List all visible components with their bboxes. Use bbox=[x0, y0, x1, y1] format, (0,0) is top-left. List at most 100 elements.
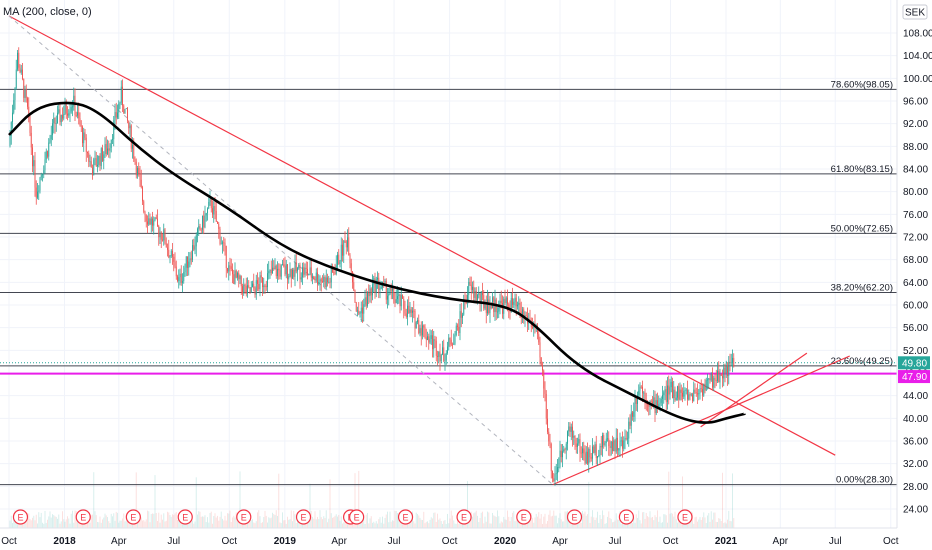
volume-bar bbox=[144, 521, 146, 528]
volume-bar bbox=[678, 517, 680, 528]
volume-bar bbox=[145, 519, 147, 528]
candle-body bbox=[183, 272, 185, 282]
candle-body bbox=[594, 444, 596, 453]
price-axis[interactable] bbox=[897, 0, 932, 550]
candle-body bbox=[83, 132, 85, 144]
earnings-marker[interactable] bbox=[397, 509, 414, 525]
candle-body bbox=[403, 298, 405, 309]
volume-bar bbox=[195, 477, 197, 528]
candle-body bbox=[45, 151, 47, 160]
volume-bar bbox=[588, 481, 590, 528]
candle-body bbox=[92, 167, 93, 176]
candle-body bbox=[234, 270, 236, 284]
volume-bar bbox=[659, 516, 661, 528]
candle-body bbox=[613, 440, 615, 452]
volume-bar bbox=[708, 513, 710, 528]
candle-body bbox=[175, 266, 177, 277]
candle-body bbox=[150, 218, 152, 225]
earnings-marker[interactable] bbox=[295, 509, 312, 525]
candle-body bbox=[438, 351, 440, 357]
trend-line[interactable] bbox=[8, 15, 554, 486]
earnings-marker[interactable] bbox=[456, 509, 472, 525]
volume-bar bbox=[614, 520, 616, 528]
candle-body bbox=[428, 336, 430, 343]
currency-badge[interactable] bbox=[902, 4, 928, 20]
earnings-marker[interactable] bbox=[12, 509, 29, 525]
candle-body bbox=[238, 272, 240, 280]
candle-body bbox=[128, 120, 130, 129]
volume-bar bbox=[603, 515, 605, 528]
trend-line[interactable] bbox=[8, 15, 836, 456]
candle-body bbox=[704, 384, 706, 391]
earnings-marker[interactable] bbox=[75, 509, 91, 525]
candle-body bbox=[313, 276, 315, 280]
volume-bar bbox=[177, 519, 178, 528]
fibonacci-retracement[interactable]: 78.60%(98.05) 61.80%(83.15) 50.00%(72.65) 3… bbox=[0, 79, 897, 486]
earnings-marker[interactable] bbox=[349, 509, 365, 525]
volume-bar bbox=[420, 519, 422, 528]
candle-body bbox=[660, 398, 662, 403]
volume-bar bbox=[368, 523, 370, 528]
volume-bar bbox=[502, 522, 503, 528]
price-tags: 49.80 47.90 bbox=[898, 356, 930, 384]
candle-body bbox=[664, 389, 666, 393]
horizontal-line[interactable] bbox=[0, 362, 897, 375]
candle-body bbox=[663, 392, 665, 395]
candle-body bbox=[323, 276, 325, 282]
candle-body bbox=[295, 262, 297, 272]
earnings-marker[interactable] bbox=[516, 509, 532, 525]
earnings-marker[interactable] bbox=[177, 509, 193, 525]
volume-bar bbox=[675, 519, 677, 528]
ma-indicator-label[interactable]: MA (200, close, 0) bbox=[3, 6, 92, 18]
trend-line[interactable] bbox=[700, 352, 808, 428]
earnings-marker[interactable] bbox=[125, 509, 141, 525]
candle-body bbox=[397, 296, 398, 300]
candle-body bbox=[669, 387, 671, 395]
volume-bar bbox=[92, 514, 93, 528]
volume-bar bbox=[225, 520, 227, 528]
volume-bar bbox=[565, 511, 567, 528]
candle-body bbox=[359, 313, 361, 314]
volume-bar bbox=[632, 523, 633, 528]
volume-bar bbox=[214, 513, 216, 528]
earnings-marker[interactable] bbox=[618, 509, 635, 525]
volume-bar bbox=[370, 516, 372, 528]
candle-body bbox=[418, 320, 420, 334]
candle-body bbox=[572, 426, 573, 438]
ma-200-line bbox=[8, 101, 746, 424]
volume-bar bbox=[592, 510, 593, 528]
candle-body bbox=[459, 311, 461, 334]
volume-bar bbox=[254, 523, 256, 528]
volume-bar bbox=[449, 518, 451, 528]
volume-bar bbox=[87, 521, 88, 528]
earnings-marker[interactable] bbox=[566, 509, 583, 525]
candle-body bbox=[252, 283, 253, 288]
volume-bar bbox=[492, 512, 493, 528]
trend-line[interactable] bbox=[552, 355, 850, 486]
candle-body bbox=[422, 325, 423, 336]
volume-bar bbox=[662, 522, 663, 528]
candle-body bbox=[337, 254, 338, 266]
earnings-marker-label: E bbox=[354, 513, 360, 523]
volume-bar bbox=[65, 519, 67, 528]
candle-body bbox=[672, 381, 673, 399]
time-axis[interactable] bbox=[0, 528, 932, 550]
volume-bar bbox=[55, 516, 57, 528]
candle-body bbox=[147, 221, 148, 225]
volume-bar bbox=[730, 521, 732, 528]
candle-body bbox=[629, 421, 631, 426]
volume-bar bbox=[69, 523, 71, 528]
volume-bar bbox=[583, 513, 585, 528]
candle-body bbox=[137, 168, 138, 176]
candle-body bbox=[19, 67, 21, 73]
candle-body bbox=[17, 52, 18, 70]
candle-body bbox=[423, 325, 425, 328]
price-tick-label: 68.00 bbox=[903, 255, 928, 266]
volume-bar bbox=[457, 514, 458, 528]
earnings-marker[interactable] bbox=[236, 509, 252, 525]
trend-lines[interactable] bbox=[8, 15, 850, 486]
candle-body bbox=[568, 426, 570, 432]
earnings-marker[interactable] bbox=[677, 509, 693, 525]
volume-bar bbox=[495, 516, 497, 528]
